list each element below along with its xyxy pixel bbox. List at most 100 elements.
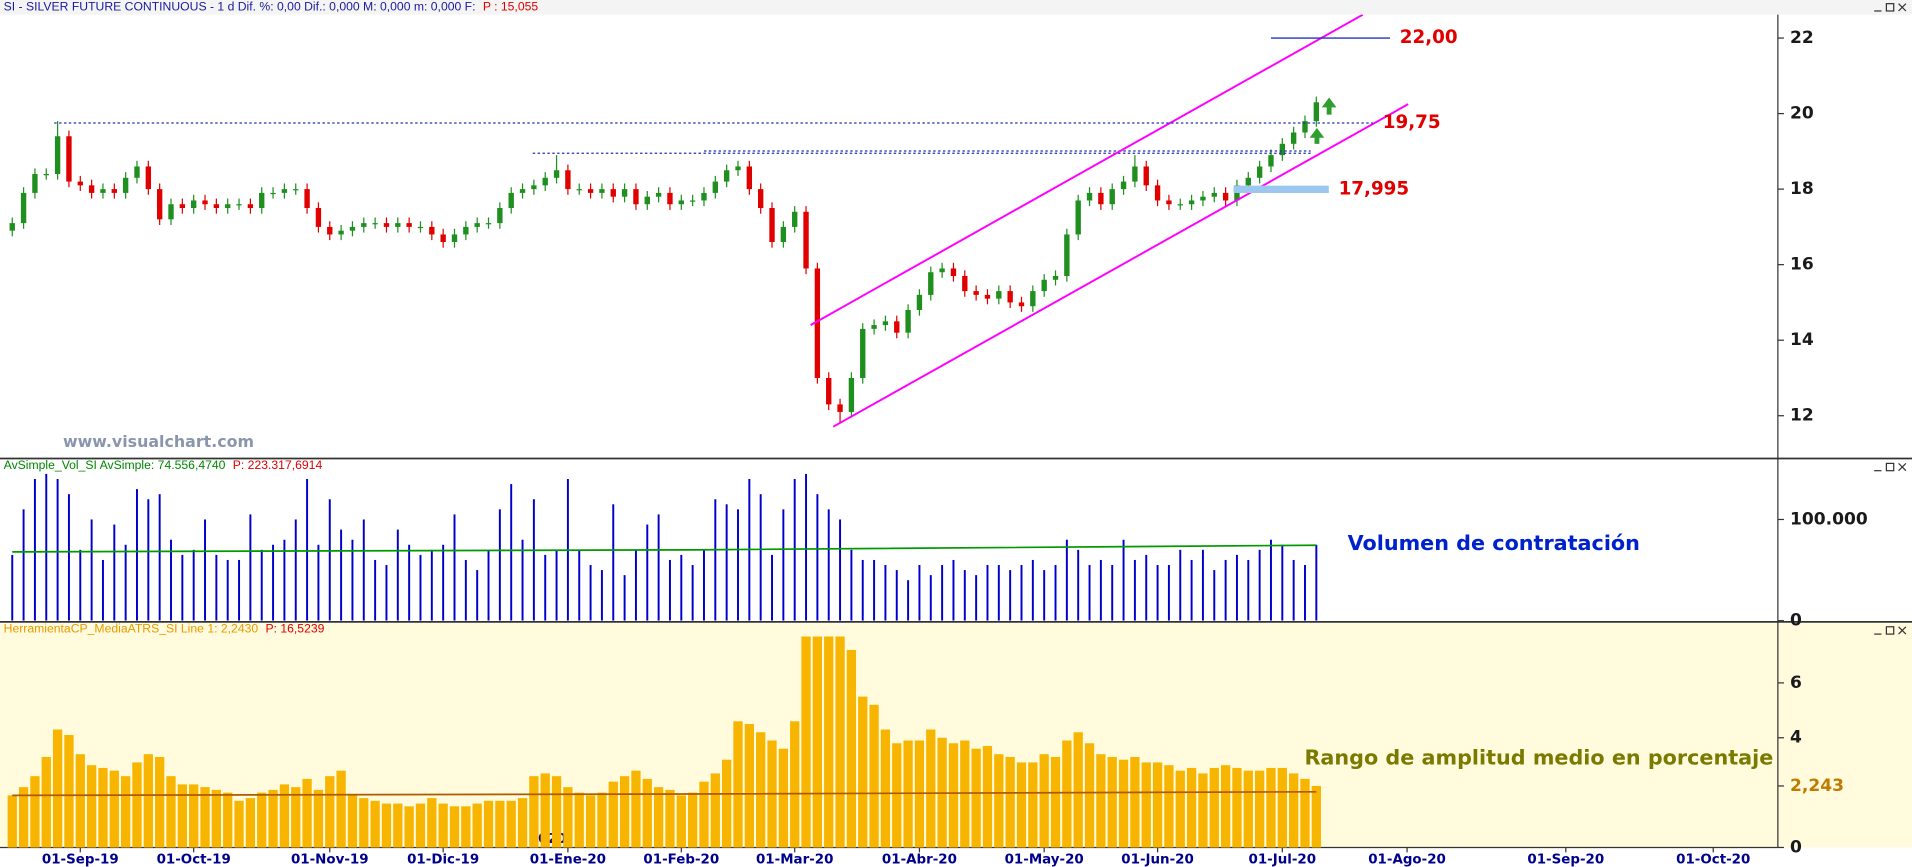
x-tick-label: 01-Dic-19 (407, 853, 479, 867)
level-label: 22,00 (1400, 27, 1458, 48)
x-tick-label: 01-May-20 (1005, 853, 1084, 867)
bar (1133, 559, 1136, 621)
bar (52, 729, 63, 848)
bar (941, 565, 944, 621)
bar (396, 529, 399, 621)
candle-body (928, 272, 934, 295)
bar (744, 724, 754, 848)
channel-line (832, 103, 1409, 428)
bar (374, 559, 377, 621)
candle-body (179, 204, 186, 209)
candle-body (247, 204, 254, 209)
bar (223, 792, 233, 848)
bar (101, 559, 104, 621)
candle-body (633, 189, 639, 205)
bar (646, 524, 649, 621)
channel-line (810, 14, 1364, 326)
candle-body (939, 268, 945, 273)
x-tick-label: 01-Oct-20 (1676, 853, 1750, 867)
x-tick-label: 01-Feb-20 (643, 853, 719, 867)
bar (1247, 559, 1250, 621)
bar (858, 696, 868, 848)
bar (268, 789, 278, 848)
volume-window-buttons[interactable] (1874, 462, 1907, 472)
candle-body (145, 166, 152, 190)
bar (249, 514, 252, 621)
bar (1201, 549, 1204, 621)
bar (517, 798, 528, 848)
bar (1167, 565, 1170, 621)
candle-body (451, 234, 458, 243)
bar (347, 795, 358, 848)
bar (861, 559, 864, 621)
bar (1031, 559, 1034, 621)
bar (1073, 732, 1083, 848)
bar (722, 759, 732, 848)
bar (11, 554, 14, 621)
candle-body (508, 192, 514, 209)
bar (170, 539, 172, 621)
bar (805, 473, 808, 621)
candle-body (1200, 196, 1206, 201)
y-tick-label: 6 (1790, 673, 1802, 693)
bar (578, 549, 581, 621)
bar (189, 784, 199, 848)
panel-annotation: Volumen de contratación (1348, 531, 1640, 555)
candle-body (304, 189, 310, 209)
bar (714, 499, 717, 621)
candle-body (1075, 200, 1081, 235)
candle-body (644, 196, 650, 205)
bar (41, 756, 51, 848)
bar (381, 803, 392, 848)
bar (306, 478, 309, 621)
candle-body (780, 226, 787, 243)
bar (472, 803, 482, 848)
bar (1198, 773, 1208, 848)
atr-window-buttons[interactable] (1874, 626, 1907, 635)
candle-body (383, 223, 390, 227)
x-tick-label: 01-Abr-20 (882, 853, 957, 867)
bar (1235, 554, 1238, 621)
indicator-title: HerramientaCP_MediaATRS_SI Line 1: 2,243… (4, 621, 259, 635)
bar (498, 509, 501, 621)
bar (778, 748, 788, 848)
candle-body (361, 223, 367, 227)
bar (442, 544, 445, 621)
bar (79, 549, 82, 621)
price-window-buttons[interactable] (1874, 3, 1907, 12)
candle-body (723, 170, 730, 182)
candle-body (1154, 185, 1161, 201)
bar (1054, 565, 1057, 621)
candle-body (66, 136, 72, 182)
bar (1186, 767, 1197, 848)
y-tick-label: 12 (1790, 406, 1814, 426)
bar (1062, 740, 1072, 848)
bar (109, 770, 119, 848)
bar (75, 754, 85, 848)
bar (1118, 759, 1129, 848)
y-tick-label: 18 (1790, 179, 1814, 199)
candle-body (882, 321, 889, 326)
bar (737, 509, 739, 621)
candle-body (1007, 291, 1013, 303)
candle-body (1064, 234, 1070, 276)
bar (427, 798, 437, 848)
bar (907, 580, 910, 621)
bar (302, 778, 312, 848)
bar (1209, 767, 1219, 848)
bar (895, 570, 898, 621)
bar (449, 806, 460, 848)
bar (790, 721, 800, 848)
candle-body (1256, 166, 1263, 178)
bar (393, 803, 403, 848)
candle-body (1132, 166, 1138, 182)
candle-body (1041, 279, 1047, 292)
x-tick-label: 01-Sep-20 (1527, 853, 1604, 867)
candle-body (9, 223, 15, 231)
candle-body (1177, 204, 1183, 206)
bar (464, 559, 467, 621)
x-tick-label: 01-Mar-20 (756, 853, 833, 867)
bar (1258, 549, 1261, 621)
bar (1255, 770, 1265, 848)
candle-body (1018, 302, 1025, 307)
